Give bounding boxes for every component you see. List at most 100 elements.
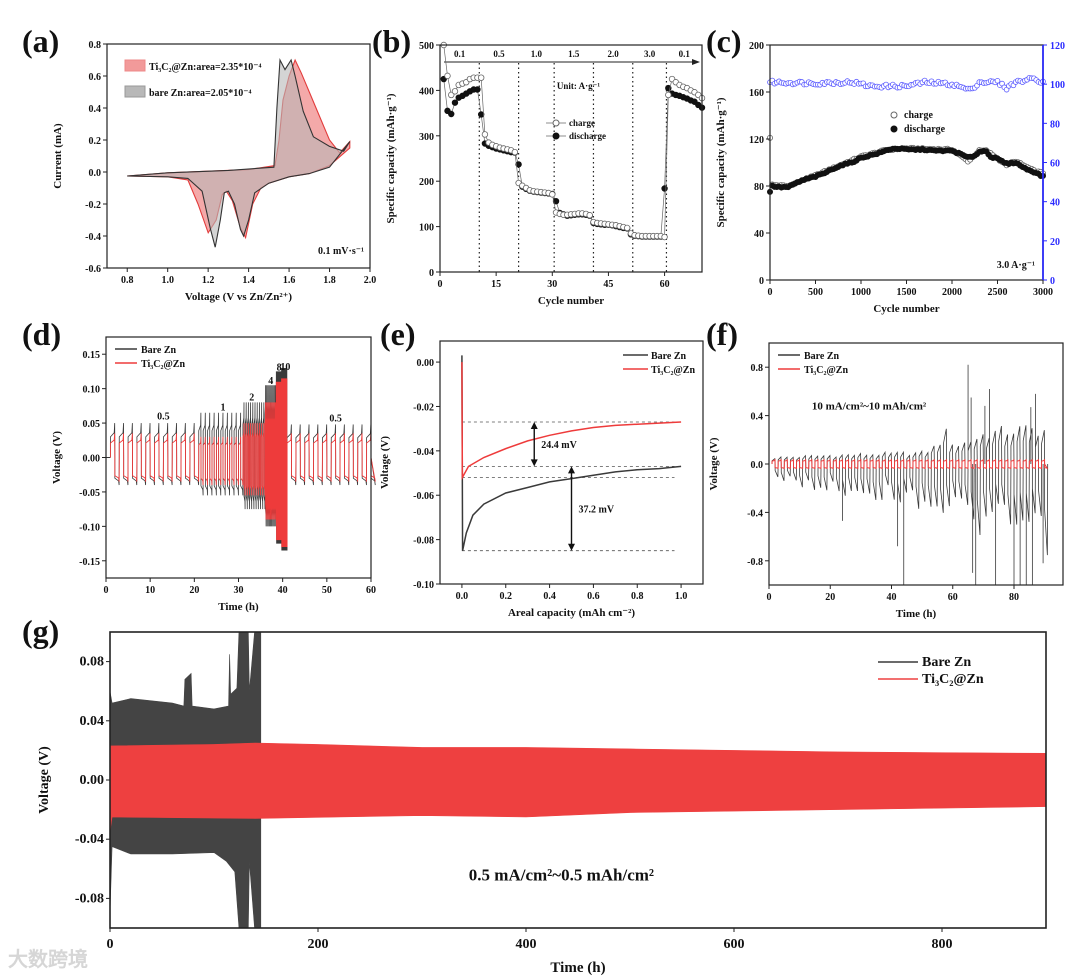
scan-rate-annotation: 0.1 mV·s⁻¹: [318, 246, 364, 257]
panel-b: (b) 0.1 0.5 1.0 1.5 2.0 3.0 0.1 Unit: A·g⁻¹ charg…: [372, 23, 706, 307]
charge-point: [444, 72, 451, 80]
legend-label: discharge: [904, 124, 946, 135]
charge-point: [448, 91, 455, 99]
x-axis-label: Voltage (V vs Zn/Zn²⁺): [185, 291, 293, 303]
x-tick-label: 1.0: [161, 275, 174, 286]
y-tick-label: 0.0: [751, 460, 764, 471]
y-tick-label: -0.2: [85, 200, 101, 211]
y-axis-label: Specific capacity (mAh·g⁻¹): [715, 97, 727, 227]
arrow-head-icon: [692, 59, 700, 65]
x-axis-label: Cycle number: [873, 303, 939, 315]
plot-area: [127, 57, 351, 248]
rate-label: 2.0: [607, 49, 619, 59]
y-tick-label: 0.15: [83, 350, 101, 361]
bare-zn-curve: [461, 355, 682, 551]
x-tick-label: 1.8: [323, 275, 336, 286]
panel-label: (b): [372, 23, 411, 59]
y-tick-label: 0.4: [751, 412, 764, 423]
y-tick-label: -0.8: [747, 557, 763, 568]
x-axis-label: Time (h): [218, 601, 259, 613]
rate-label: 1.5: [568, 49, 580, 59]
y-tick-label: -0.05: [79, 488, 100, 499]
rate-label: 0.1: [454, 49, 466, 59]
y-tick-label: 80: [754, 182, 764, 193]
y-tick-label: 0.08: [80, 655, 105, 670]
y-tick-label: -0.10: [413, 580, 434, 591]
x-axis-label: Cycle number: [538, 295, 604, 307]
y2-tick-label: 0: [1050, 276, 1055, 287]
plot-area: [440, 41, 706, 272]
panel-f: (f) 10 mA/cm²~10 mAh/cm² Bare Zn Ti₃C₂@Zn 0 2…: [706, 316, 1064, 620]
y-tick-label: 0: [759, 276, 764, 287]
current-density-label: 10: [280, 362, 290, 373]
current-density-annotation: 3.0 A·g⁻¹: [997, 260, 1035, 271]
plot-area: [767, 74, 1047, 195]
y-tick-label: 0.2: [89, 136, 102, 147]
charge-point: [661, 233, 668, 241]
condition-annotation: 10 mA/cm²~10 mAh/cm²: [812, 401, 927, 413]
panel-label: (f): [706, 316, 738, 352]
y-tick-label: 200: [419, 177, 434, 188]
y2-tick-label: 100: [1050, 80, 1065, 91]
charge-point: [451, 88, 459, 95]
x-tick-label: 50: [322, 585, 332, 596]
coulombic-efficiency-point: [994, 78, 1001, 84]
panel-c: (c) charge discharge 3.0 A·g⁻¹ 0 20 40 60 80 100 1…: [706, 23, 1065, 315]
x-tick-label: 0: [107, 937, 114, 952]
current-density-label: 0.5: [329, 414, 342, 425]
x-axis-label: Time (h): [550, 960, 605, 976]
x-tick-label: 0: [767, 592, 772, 603]
legend-marker: [890, 125, 898, 133]
panel-label: (d): [22, 316, 61, 352]
y-tick-label: 100: [419, 223, 434, 234]
legend-marker: [552, 132, 560, 140]
charge-point: [586, 212, 593, 219]
plot-area: [771, 364, 1049, 585]
x-tick-label: 1000: [851, 287, 871, 298]
x-tick-label: 60: [948, 592, 958, 603]
y-tick-label: 40: [754, 229, 764, 240]
rate-label: 0.1: [679, 49, 691, 59]
x-tick-label: 0: [104, 585, 109, 596]
bare-zn-voltage-line: [771, 364, 1049, 585]
y-tick-label: 0.10: [83, 385, 101, 396]
x-tick-label: 0: [438, 279, 443, 290]
y-tick-label: -0.06: [413, 491, 434, 502]
y-tick-label: 300: [419, 132, 434, 143]
x-tick-label: 60: [660, 279, 670, 290]
charge-point: [481, 131, 489, 138]
y-tick-label: 400: [419, 86, 434, 97]
ti3c2-zn-curve: [461, 362, 682, 481]
panel-label: (a): [22, 23, 59, 59]
charge-point: [549, 191, 556, 198]
y-tick-label: 500: [419, 41, 434, 52]
x-tick-label: 3000: [1033, 287, 1053, 298]
legend-label: Ti₃C₂@Zn:area=2.35*10⁻⁴: [149, 62, 262, 73]
x-tick-label: 20: [189, 585, 199, 596]
current-density-label: 1: [221, 403, 226, 414]
legend-label: Ti₃C₂@Zn: [922, 672, 984, 687]
x-tick-label: 1.2: [202, 275, 215, 286]
x-tick-label: 0: [768, 287, 773, 298]
x-tick-label: 0.0: [456, 591, 469, 602]
x-tick-label: 1.4: [242, 275, 255, 286]
y-tick-label: 0.6: [89, 72, 102, 83]
y-axis-label: Voltage (V): [379, 436, 391, 489]
charge-point: [623, 224, 631, 232]
legend-swatch: [124, 85, 146, 98]
condition-annotation: 0.5 mA/cm²~0.5 mAh/cm²: [469, 866, 654, 885]
y-tick-label: -0.4: [747, 508, 763, 519]
x-tick-label: 400: [516, 937, 537, 952]
y-tick-label: -0.08: [413, 536, 434, 547]
y-tick-label: 200: [749, 41, 764, 52]
charge-point: [511, 148, 519, 156]
x-tick-label: 1500: [897, 287, 917, 298]
y-tick-label: -0.10: [79, 522, 100, 533]
plot-frame: [439, 44, 703, 273]
x-tick-label: 800: [932, 937, 953, 952]
charge-point: [665, 91, 672, 99]
rate-label: 0.5: [493, 49, 505, 59]
ti3c2-zn-voltage-line: [109, 378, 376, 548]
